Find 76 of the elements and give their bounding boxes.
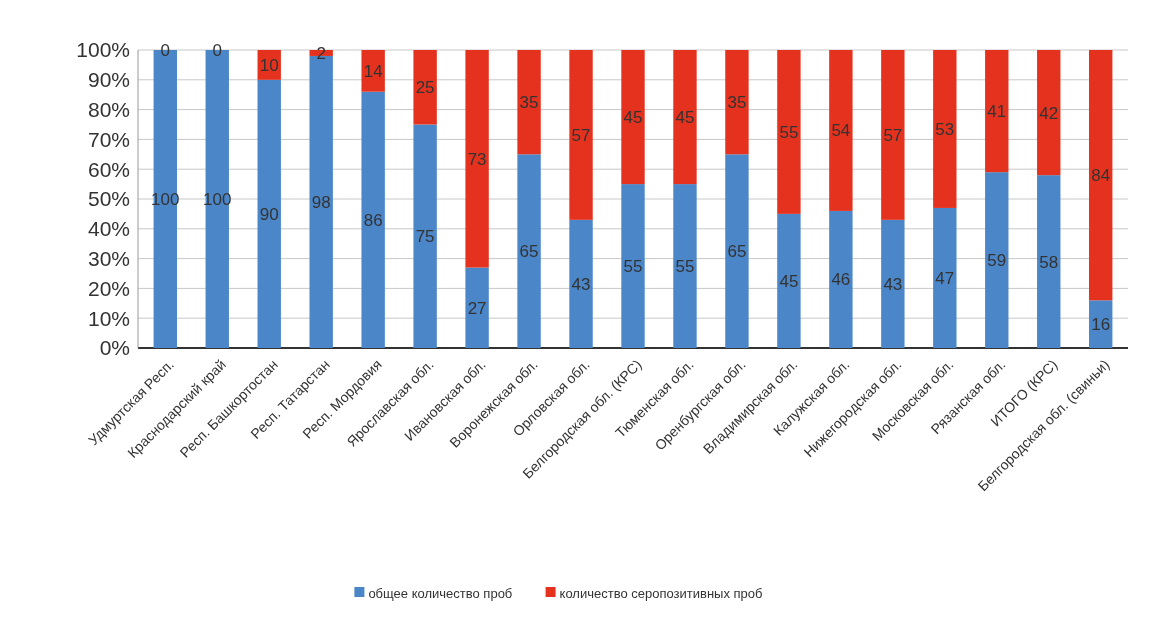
y-tick-label: 70%	[87, 127, 130, 151]
bar	[673, 184, 697, 348]
data-label: 27	[467, 298, 487, 318]
legend-label: общее количество проб	[368, 585, 513, 601]
data-label: 35	[727, 93, 747, 113]
y-tick-label: 90%	[87, 68, 130, 92]
data-label: 43	[571, 274, 591, 294]
y-tick-label: 20%	[87, 276, 130, 300]
bar	[361, 50, 385, 92]
data-label: 90	[259, 204, 279, 224]
bar	[621, 184, 645, 348]
bar	[413, 124, 437, 348]
data-label: 65	[727, 242, 747, 262]
bar	[1089, 50, 1113, 301]
data-label: 46	[831, 270, 851, 290]
data-label: 45	[779, 271, 799, 291]
data-label: 43	[883, 274, 903, 294]
bar	[413, 50, 437, 125]
data-label: 84	[1091, 166, 1111, 186]
bar	[777, 213, 801, 348]
y-tick-label: 40%	[87, 217, 130, 241]
bar	[881, 219, 905, 348]
data-label: 55	[779, 122, 799, 142]
bar	[777, 50, 801, 214]
bar	[933, 50, 957, 208]
y-tick-label: 0%	[99, 336, 130, 360]
data-label: 16	[1091, 315, 1111, 335]
bar	[985, 50, 1009, 173]
data-label: 55	[675, 257, 695, 276]
y-tick-label: 50%	[87, 187, 130, 211]
data-label: 58	[1039, 252, 1059, 272]
data-label: 45	[623, 108, 643, 127]
data-label: 59	[987, 251, 1007, 271]
data-label: 57	[571, 125, 591, 145]
data-label: 53	[935, 119, 955, 139]
y-tick-label: 100%	[76, 38, 130, 62]
bar	[465, 50, 489, 268]
data-label: 86	[363, 210, 383, 230]
bar	[933, 207, 957, 348]
data-label: 98	[311, 192, 331, 212]
bar	[1037, 50, 1061, 176]
bar	[881, 50, 905, 220]
bar	[257, 79, 281, 348]
data-label: 55	[623, 257, 643, 276]
y-tick-label: 80%	[87, 97, 130, 121]
data-label: 47	[935, 268, 955, 288]
bar	[517, 50, 541, 155]
bar	[569, 50, 593, 220]
bar	[621, 50, 645, 185]
legend-label: количество серопозитивных проб	[559, 585, 763, 601]
bar	[829, 50, 853, 211]
bar	[465, 267, 489, 348]
data-label: 75	[415, 227, 435, 247]
bar	[569, 219, 593, 348]
bar	[517, 154, 541, 348]
bar	[673, 50, 697, 185]
y-tick-label: 30%	[87, 246, 130, 270]
bar	[829, 210, 853, 348]
bar	[1037, 175, 1061, 348]
y-tick-label: 60%	[87, 157, 130, 181]
bar	[361, 91, 385, 348]
data-label: 65	[519, 242, 539, 262]
data-label: 25	[415, 78, 435, 98]
data-label: 42	[1039, 103, 1059, 123]
data-label: 73	[467, 149, 487, 169]
bar	[725, 154, 749, 348]
data-label: 54	[831, 121, 851, 141]
data-label: 14	[363, 61, 383, 81]
data-label: 45	[675, 108, 695, 127]
data-label: 57	[883, 125, 903, 145]
bar	[725, 50, 749, 155]
data-label: 10	[259, 55, 279, 75]
bar	[985, 172, 1009, 348]
data-label: 35	[519, 93, 539, 113]
data-label: 41	[987, 102, 1007, 122]
y-tick-label: 10%	[87, 306, 130, 330]
